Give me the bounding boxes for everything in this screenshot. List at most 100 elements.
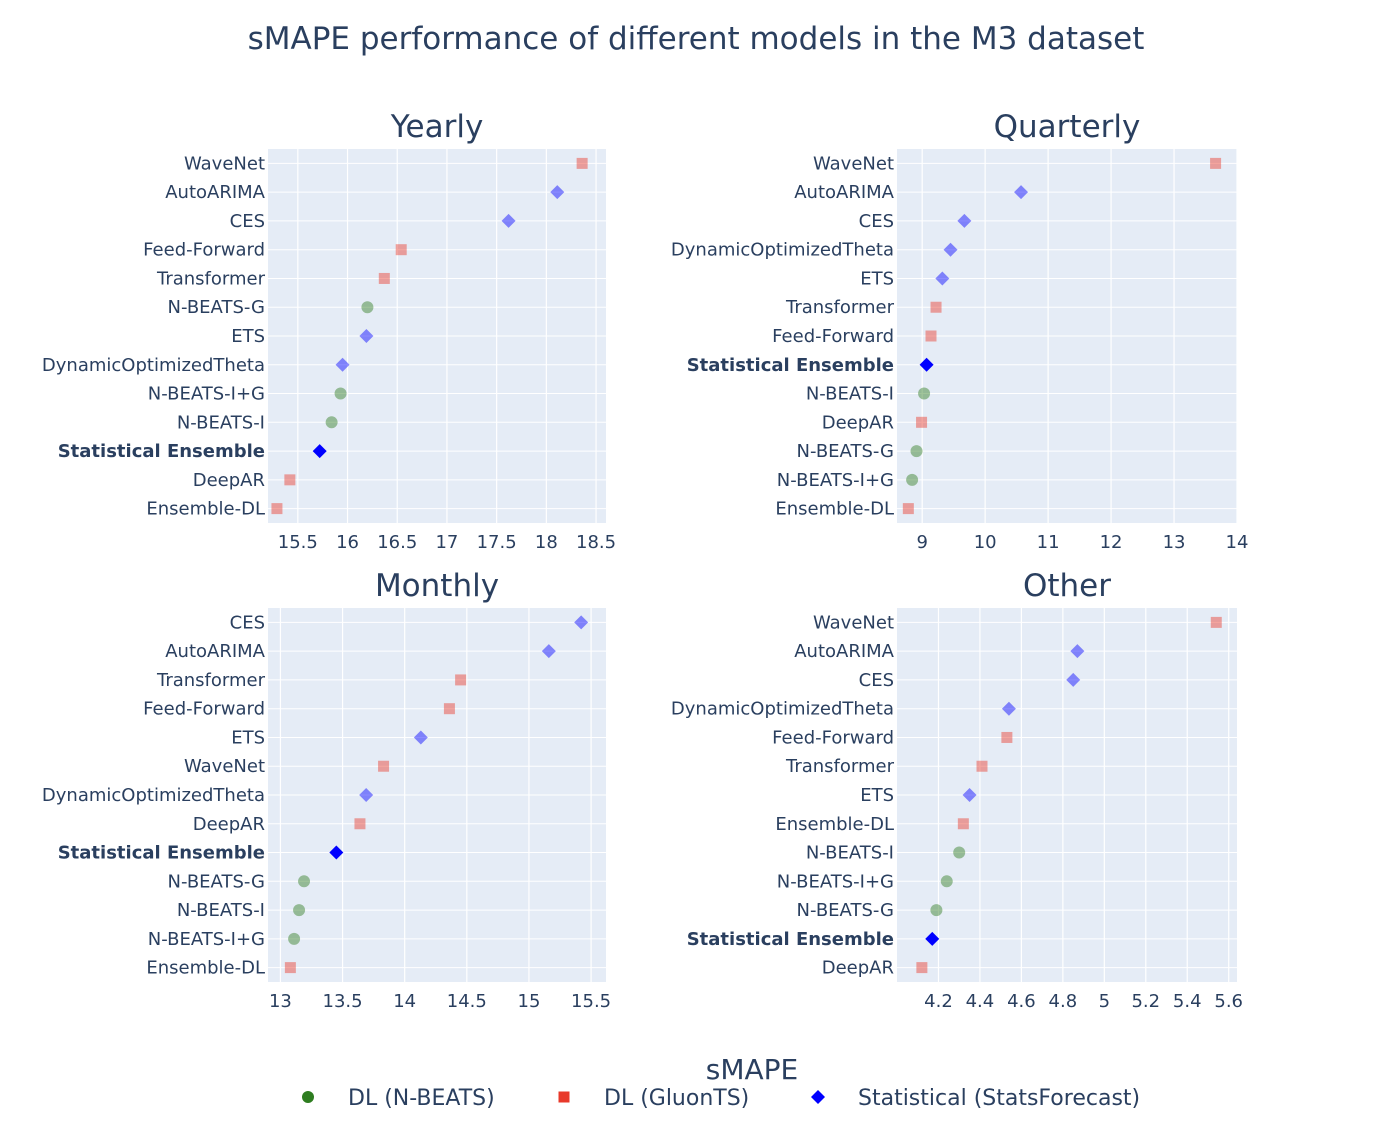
category-label: WaveNet [184, 153, 265, 174]
x-tick-label: 12 [1100, 532, 1123, 553]
data-point [574, 615, 589, 630]
category-label: Transformer [785, 756, 895, 777]
data-point [910, 445, 923, 458]
category-label: WaveNet [184, 756, 265, 777]
data-point [413, 730, 428, 745]
data-point [925, 931, 940, 946]
data-point [284, 474, 296, 486]
category-label: DeepAR [193, 814, 265, 835]
data-point [1001, 701, 1016, 716]
category-label: AutoARIMA [165, 182, 265, 203]
x-tick-label: 10 [974, 532, 997, 553]
data-point [1001, 731, 1013, 743]
x-tick-label: 9 [916, 532, 927, 553]
data-point [293, 904, 306, 917]
legend-item[interactable]: DL (GluonTS) [558, 1086, 750, 1111]
data-point [976, 760, 988, 772]
data-point [935, 271, 950, 286]
legend-label: Statistical (StatsForecast) [858, 1086, 1140, 1111]
data-point [335, 357, 350, 372]
data-point [378, 272, 390, 284]
data-point [918, 387, 931, 400]
data-point [916, 416, 928, 428]
category-label: DynamicOptimizedTheta [671, 699, 894, 720]
category-label: Ensemble-DL [775, 499, 894, 520]
category-label: Feed-Forward [772, 326, 894, 347]
data-point [312, 444, 327, 459]
data-point [325, 416, 338, 429]
data-point [334, 387, 347, 400]
x-tick-label: 4.6 [1007, 991, 1036, 1012]
category-label: N-BEATS-I [806, 843, 894, 864]
legend-marker [811, 1090, 825, 1104]
x-tick-label: 5.4 [1173, 991, 1202, 1012]
data-point [395, 244, 407, 256]
subplot-title: Other [1023, 568, 1111, 604]
category-label: CES [859, 670, 894, 691]
x-tick-label: 17.5 [477, 532, 517, 553]
data-point [906, 473, 919, 486]
data-point [541, 644, 556, 659]
legend-item[interactable]: Statistical (StatsForecast) [811, 1086, 1140, 1111]
legend-label: DL (N-BEATS) [348, 1086, 495, 1111]
category-label: Transformer [156, 268, 266, 289]
category-label: DeepAR [822, 412, 894, 433]
x-tick-label: 11 [1037, 532, 1060, 553]
category-label: Transformer [156, 670, 266, 691]
x-tick-label: 15 [518, 991, 541, 1012]
category-label: Ensemble-DL [775, 814, 894, 835]
category-label: DynamicOptimizedTheta [671, 240, 894, 261]
data-point [1210, 157, 1222, 169]
data-point [361, 301, 374, 314]
category-label: CES [230, 612, 265, 633]
data-point [501, 213, 516, 228]
x-tick-label: 4.2 [924, 991, 953, 1012]
category-label: N-BEATS-I [177, 412, 265, 433]
data-point [443, 703, 455, 715]
x-tick-label: 18.5 [576, 532, 616, 553]
data-point [957, 818, 969, 830]
x-tick-label: 4.8 [1049, 991, 1078, 1012]
x-tick-label: 15.5 [571, 991, 611, 1012]
category-label: DynamicOptimizedTheta [42, 785, 265, 806]
data-point [359, 329, 374, 343]
data-point [930, 904, 943, 917]
highlighted-category-label: Statistical Ensemble [687, 929, 894, 950]
x-tick-label: 17 [435, 532, 458, 553]
data-point [957, 213, 972, 228]
data-point [1210, 616, 1222, 628]
data-point [288, 932, 301, 945]
category-label: N-BEATS-I+G [148, 384, 265, 405]
category-label: N-BEATS-I+G [777, 470, 894, 491]
subplot-other: 4.2 4.4 4.6 4.8 5 5.2 5.4 5.6 WaveNet AutoARIMA CE… [671, 568, 1243, 1012]
category-label: Ensemble-DL [146, 958, 265, 979]
category-label: Feed-Forward [143, 699, 265, 720]
data-point [1070, 644, 1085, 659]
data-point [550, 185, 565, 200]
x-tick-label: 5.2 [1131, 991, 1160, 1012]
category-label: CES [859, 211, 894, 232]
category-label: DeepAR [193, 470, 265, 491]
category-label: N-BEATS-I [177, 900, 265, 921]
data-point [378, 760, 390, 772]
subplot-title: Monthly [375, 568, 499, 604]
category-label: N-BEATS-I+G [777, 871, 894, 892]
subplot-monthly: 13 13.5 14 14.5 15 15.5 CES AutoARIMA Transforme… [42, 568, 611, 1012]
data-point [455, 674, 467, 686]
category-label: ETS [231, 727, 265, 748]
data-point [359, 788, 374, 802]
category-label: CES [230, 211, 265, 232]
x-tick-label: 14 [393, 991, 416, 1012]
data-point [284, 962, 296, 974]
subplot-title: Yearly [390, 109, 484, 145]
category-label: WaveNet [813, 612, 894, 633]
legend-marker [558, 1091, 570, 1103]
chart-title: sMAPE performance of different models in… [248, 21, 1145, 57]
legend-item[interactable]: DL (N-BEATS) [302, 1086, 495, 1111]
x-tick-label: 13 [1163, 532, 1186, 553]
x-tick-label: 18 [535, 532, 558, 553]
highlighted-category-label: Statistical Ensemble [58, 843, 265, 864]
data-point [962, 788, 977, 802]
category-label: ETS [860, 268, 894, 289]
